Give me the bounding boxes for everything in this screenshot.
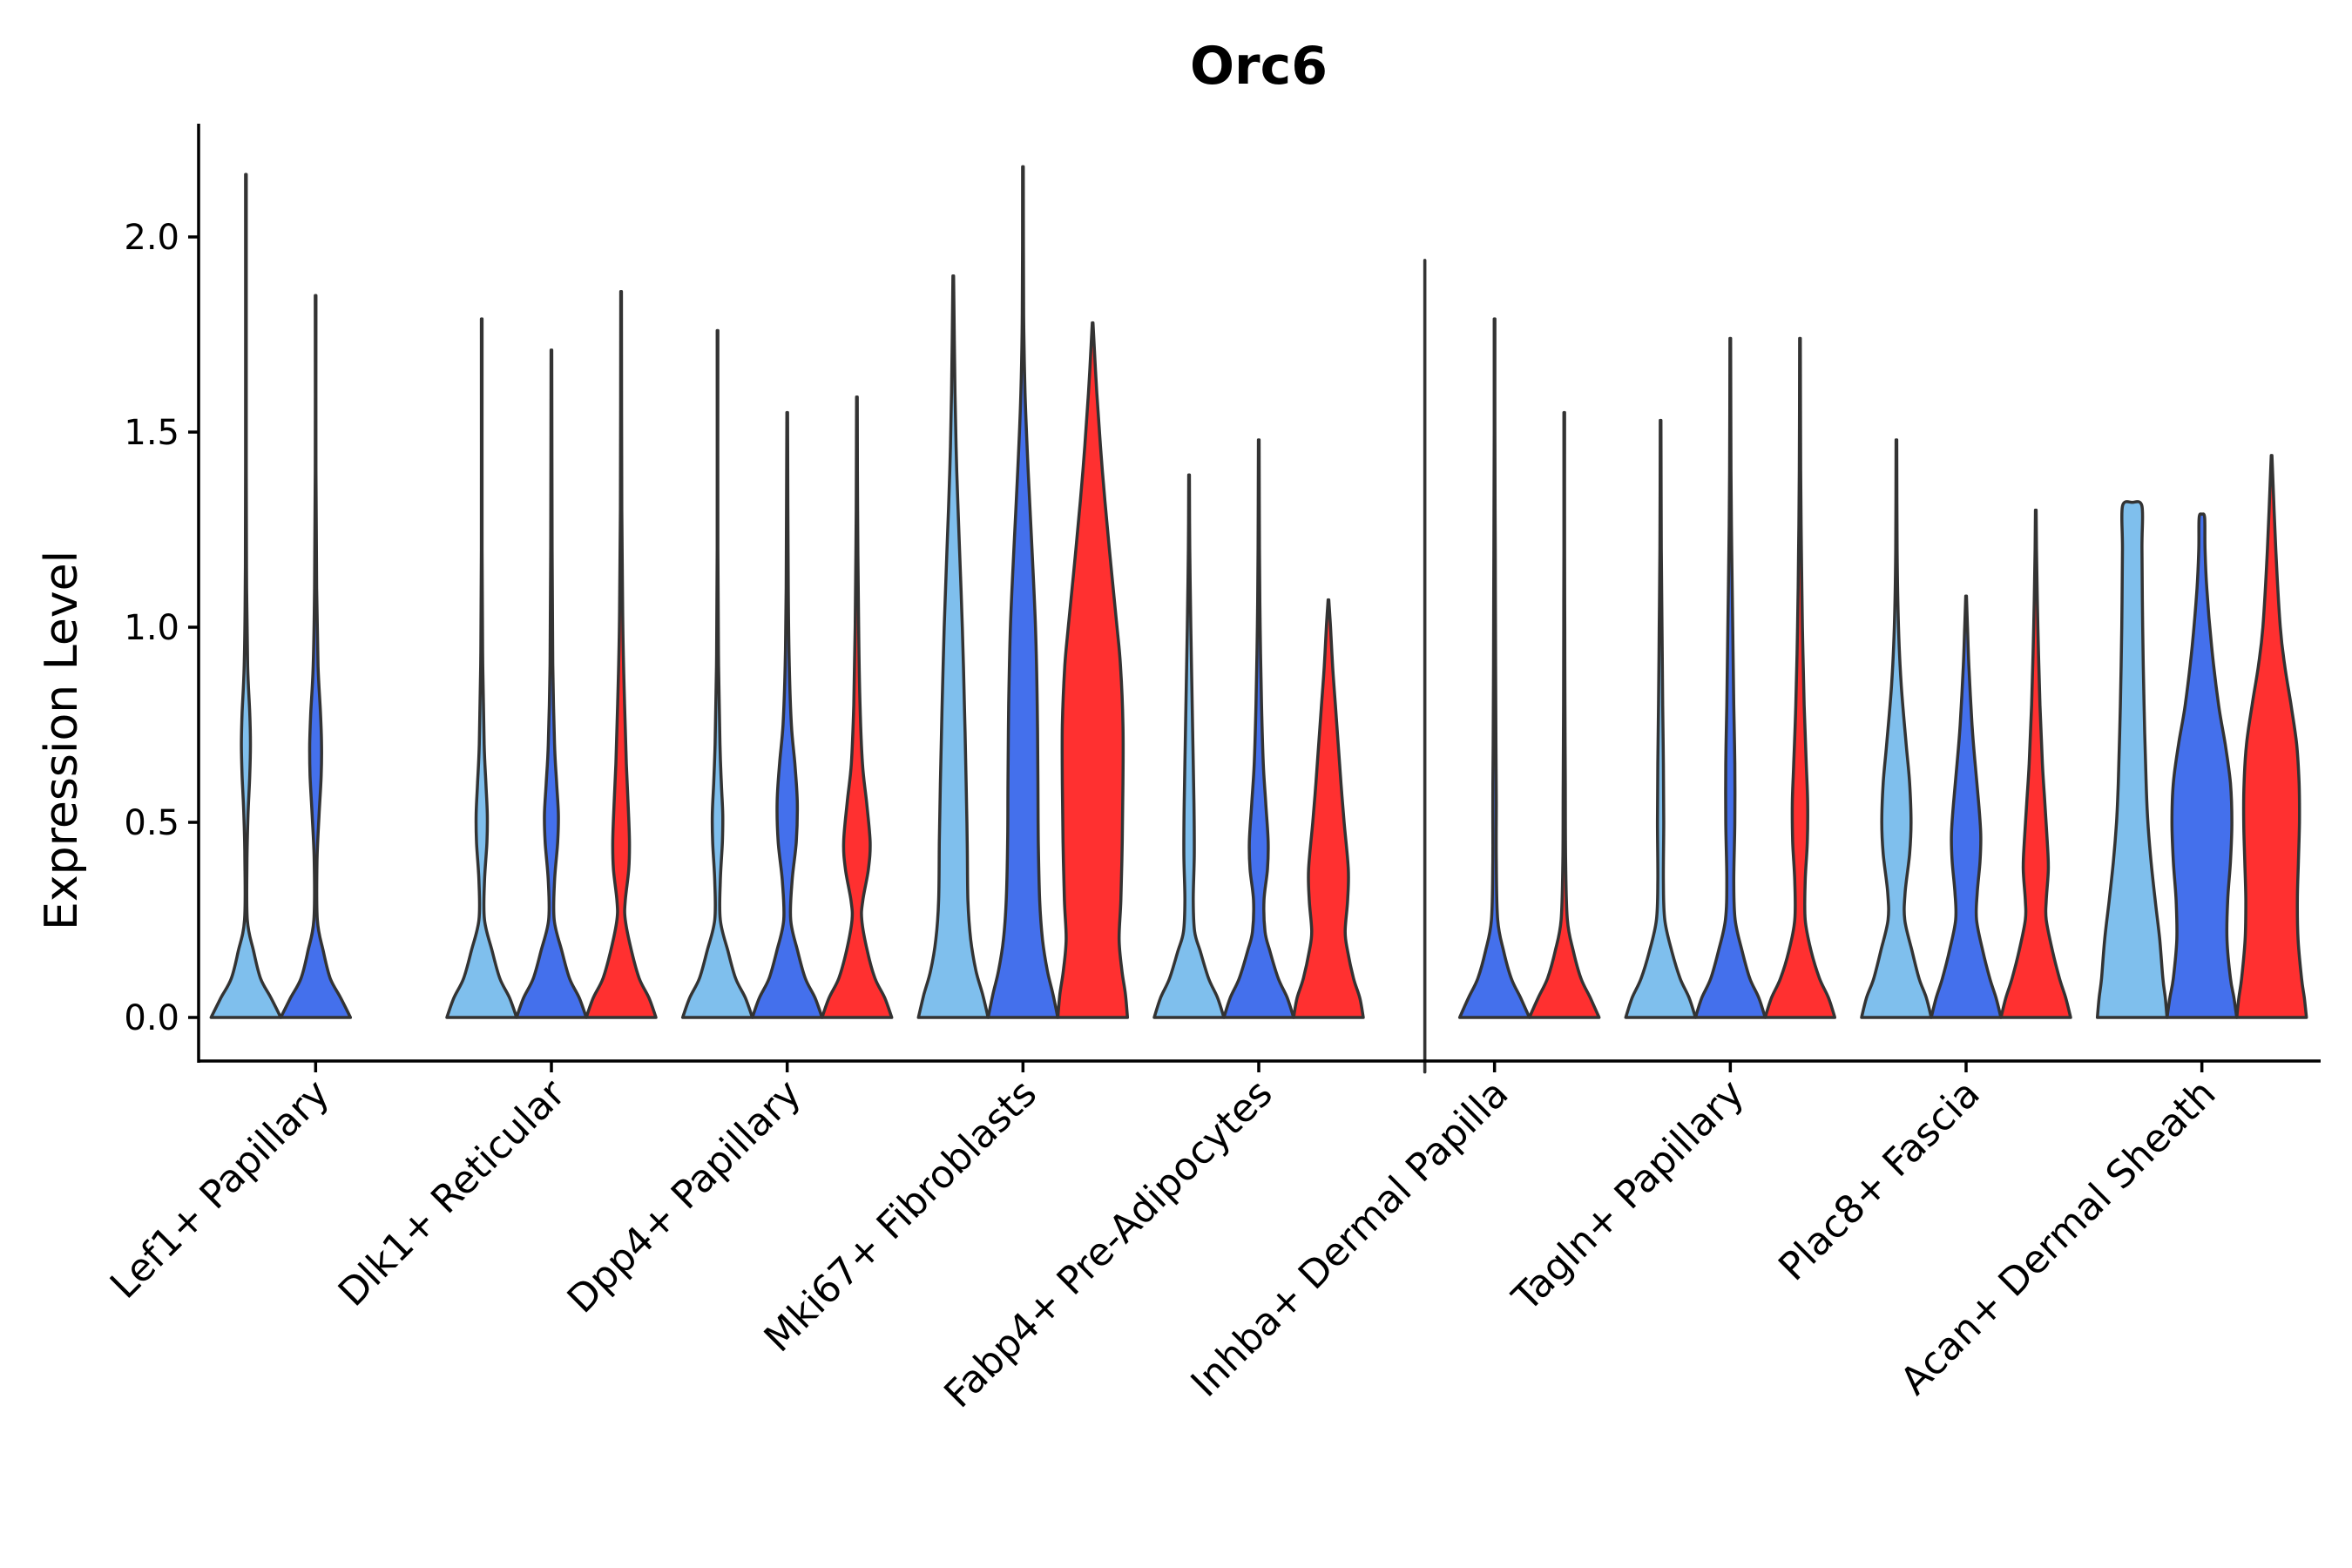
x-tick-label: Mki67+ Fibroblasts bbox=[756, 1071, 1045, 1361]
y-ticks-group: 0.0 0.5 1.0 1.5 2.0 bbox=[124, 218, 199, 1038]
violin-cat2-series1 bbox=[750, 410, 824, 1019]
violin-cat7-series1 bbox=[1930, 594, 2003, 1019]
violin-cat8-series2 bbox=[2234, 454, 2308, 1019]
violin-cat2-series2 bbox=[820, 395, 894, 1019]
chart-title: Orc6 bbox=[1190, 36, 1328, 97]
violin-cat4-series2 bbox=[1292, 598, 1365, 1019]
y-tick-label: 1.5 bbox=[124, 413, 179, 453]
violin-cat6-series1 bbox=[1693, 336, 1767, 1019]
violin-cat6-series0 bbox=[1624, 418, 1698, 1019]
y-tick-label: 0.0 bbox=[124, 998, 179, 1038]
violin-cat3-series0 bbox=[916, 274, 990, 1019]
x-tick-label: Plac8+ Fascia bbox=[1770, 1071, 1989, 1290]
violin-cat5-series1 bbox=[1457, 317, 1531, 1019]
violin-cat2-series0 bbox=[680, 328, 754, 1019]
x-tick-label: Lef1+ Papillary bbox=[102, 1071, 338, 1308]
violin-cat3-series1 bbox=[986, 165, 1060, 1019]
y-axis-label: Expression Level bbox=[36, 551, 88, 930]
violins-group bbox=[209, 165, 2308, 1074]
violin-cat6-series2 bbox=[1763, 336, 1837, 1019]
violin-cat8-series1 bbox=[2165, 512, 2239, 1019]
y-tick-label: 1.0 bbox=[124, 608, 179, 648]
violin-cat1-series0 bbox=[445, 317, 518, 1019]
x-tick-label: Tagln+ Papillary bbox=[1504, 1071, 1753, 1321]
violin-cat1-series2 bbox=[585, 289, 658, 1019]
y-tick-label: 2.0 bbox=[124, 218, 179, 258]
x-tick-label: Dlk1+ Reticular bbox=[330, 1071, 575, 1315]
violin-cat7-series0 bbox=[1860, 438, 1933, 1019]
violin-cat5-series2 bbox=[1527, 410, 1601, 1019]
violin-cat8-series0 bbox=[2095, 500, 2169, 1019]
violin-cat1-series1 bbox=[515, 348, 588, 1019]
violin-cat4-series0 bbox=[1152, 473, 1226, 1019]
violin-cat7-series2 bbox=[1999, 508, 2072, 1019]
x-tick-label: Dpp4+ Papillary bbox=[559, 1071, 810, 1322]
violin-cat0-series1 bbox=[279, 294, 353, 1019]
y-tick-label: 0.5 bbox=[124, 803, 179, 843]
violin-cat4-series1 bbox=[1222, 438, 1295, 1019]
violin-cat3-series2 bbox=[1056, 321, 1130, 1019]
violin-cat0-series0 bbox=[209, 172, 283, 1019]
